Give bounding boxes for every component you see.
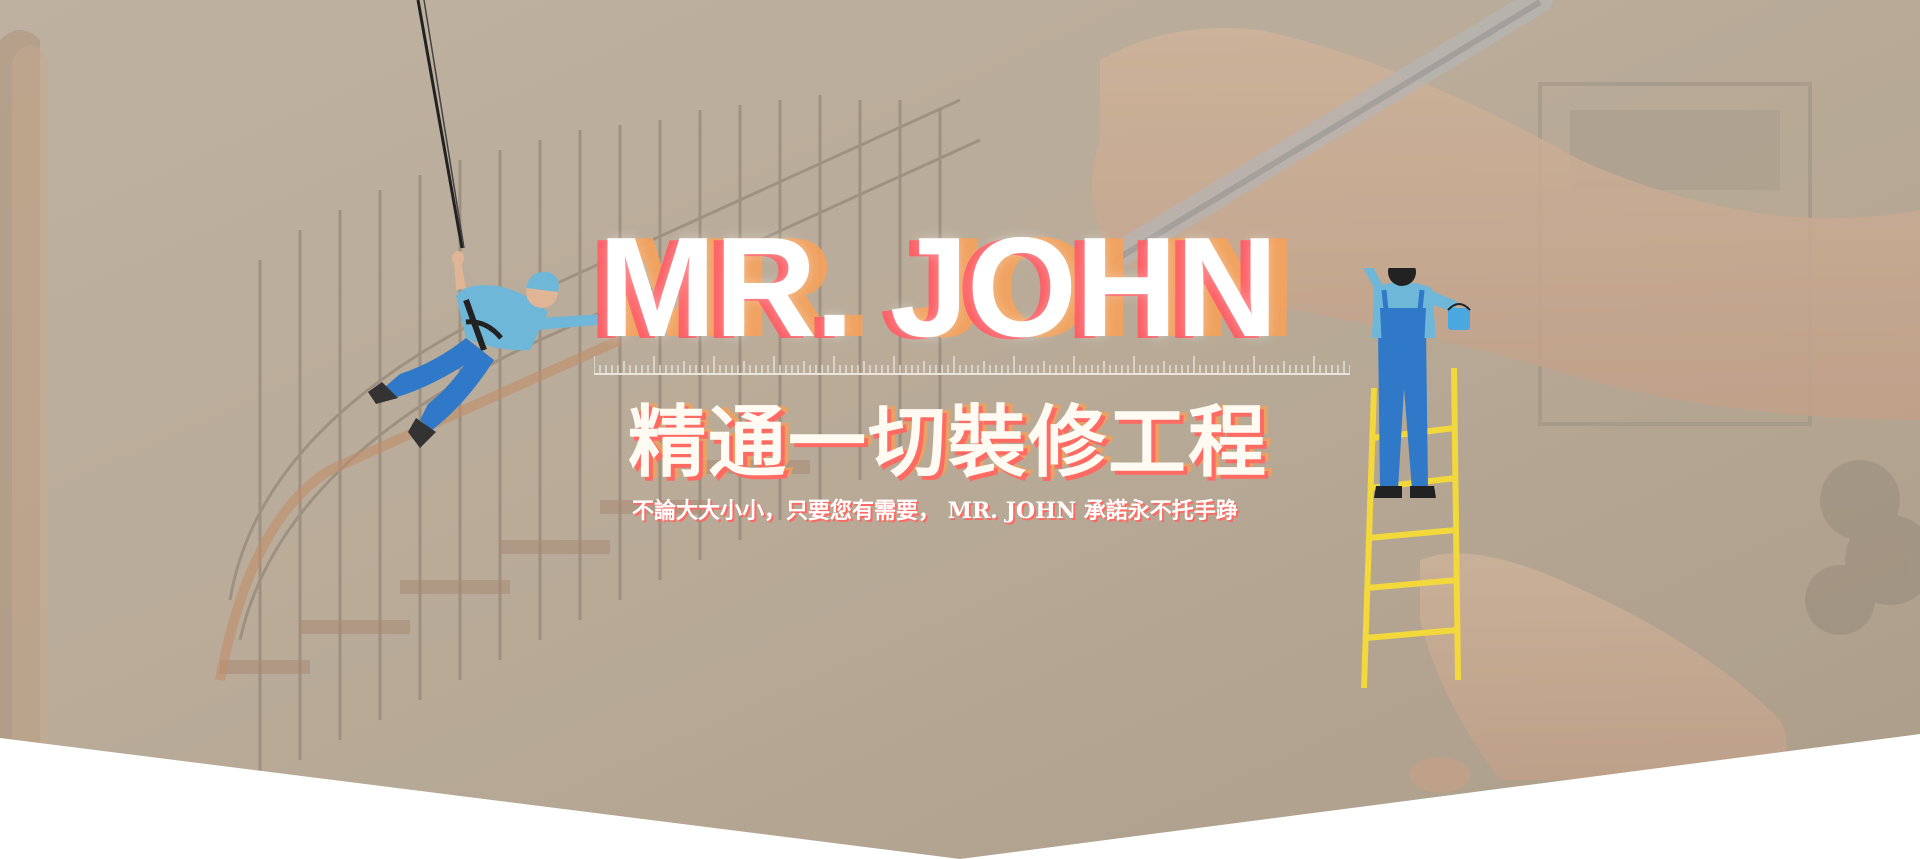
headline-shadow-red: 精通一切裝修工程	[632, 401, 1273, 492]
ruler-divider	[594, 356, 1350, 375]
tagline-shadow: 不論大大小小，只要您有需要， MR. JOHN 承諾永不托手踭	[634, 500, 1240, 526]
tagline: 不論大大小小，只要您有需要， MR. JOHN 承諾永不托手踭 不論大大小小，只…	[632, 494, 1342, 528]
logo-text: MR. JOHN	[598, 208, 1278, 367]
headline-shadow-orange: 精通一切裝修工程	[636, 398, 1277, 489]
headline-text: 精通一切裝修工程	[628, 397, 1269, 488]
worker-on-ladder-icon	[1361, 268, 1471, 689]
logo-shadow-red: MR. JOHN	[588, 210, 1268, 369]
tagline-text: 不論大大小小，只要您有需要， MR. JOHN 承諾永不托手踭	[632, 498, 1238, 524]
worker-on-rope-icon	[368, 0, 626, 448]
headline: 精通一切裝修工程 精通一切裝修工程 精通一切裝修工程	[628, 397, 1328, 492]
logo-shadow-orange: MR. JOHN	[616, 208, 1296, 367]
brand-logo: MR. JOHN MR. JOHN MR. JOHN	[588, 208, 1358, 367]
